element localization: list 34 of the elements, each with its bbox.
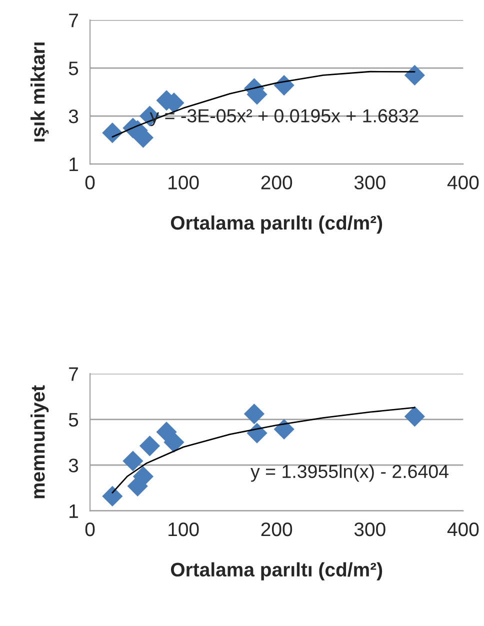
y-tick-label: 1 xyxy=(70,158,78,172)
x-tick-label: 0 xyxy=(85,176,95,190)
y-tick-label: 3 xyxy=(68,458,78,472)
x-tick-label: 100 xyxy=(168,176,199,190)
x-tick-label: 300 xyxy=(354,522,386,536)
y-tick-label: 3 xyxy=(68,109,78,124)
y-tick-label: 1 xyxy=(70,504,78,518)
x-tick-label: 100 xyxy=(168,522,199,536)
x-tick-label: 200 xyxy=(261,522,292,536)
point xyxy=(274,418,294,440)
y-tick-label: 5 xyxy=(68,413,78,427)
x-axis-title: Ortalama parıltı (cd/m²) xyxy=(170,562,382,580)
y-axis-title: ışık miktarı xyxy=(30,42,49,142)
x-tick-label: 400 xyxy=(447,176,479,190)
point xyxy=(102,486,123,506)
point xyxy=(102,122,123,144)
y-tick-label: 7 xyxy=(69,14,78,28)
annotation: y = 1.3955ln(x) - 2.6404 xyxy=(250,464,448,482)
y-axis-title: memnuniyet xyxy=(30,385,49,498)
point xyxy=(274,75,294,96)
x-tick-label: 0 xyxy=(85,522,95,536)
point xyxy=(164,432,184,453)
y-tick-label: 7 xyxy=(69,367,78,381)
x-axis-title: Ortalama parıltı (cd/m²) xyxy=(170,215,382,234)
point xyxy=(122,450,144,472)
point xyxy=(139,436,160,456)
point xyxy=(244,404,265,424)
x-tick-label: 200 xyxy=(261,176,292,190)
point xyxy=(404,406,425,427)
y-tick-label: 5 xyxy=(68,62,78,76)
point xyxy=(246,422,268,444)
point xyxy=(404,64,425,86)
x-tick-label: 300 xyxy=(354,176,386,190)
x-tick-label: 400 xyxy=(447,522,479,536)
